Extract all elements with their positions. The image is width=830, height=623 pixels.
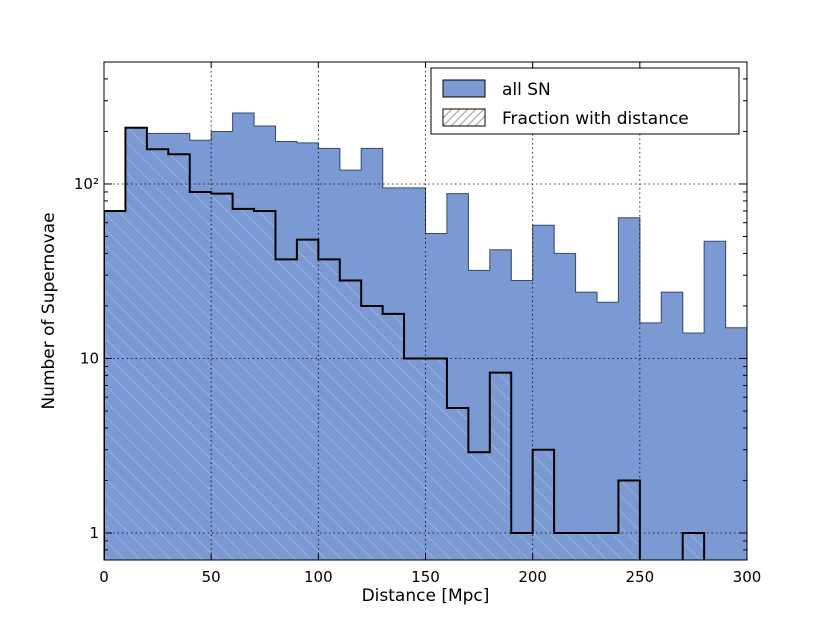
bar-fraction-with-distance (275, 259, 298, 560)
bar-fraction-with-distance (339, 280, 362, 560)
x-tick-label: 100 (304, 568, 333, 586)
bar-fraction-with-distance (232, 208, 255, 560)
all-sn-outline (104, 112, 747, 560)
y-tick-label: 10² (74, 175, 99, 193)
bar-all-sn (661, 292, 684, 560)
bar-fraction-with-distance (618, 480, 641, 560)
bar-fraction-with-distance (254, 211, 277, 560)
bar-fraction-with-distance (296, 239, 319, 560)
bar-fraction-with-distance (554, 532, 577, 560)
y-axis-label: Number of Supernovae (39, 212, 59, 409)
x-tick-label: 200 (518, 568, 547, 586)
legend-swatch-fraction-border (442, 108, 486, 127)
bar-fraction-with-distance (682, 532, 705, 560)
bar-fraction-with-distance (211, 193, 234, 560)
bar-fraction-with-distance (511, 532, 534, 560)
fraction-step-outline (104, 126, 706, 560)
x-tick-label: 0 (99, 568, 109, 586)
bar-all-sn (554, 253, 577, 560)
bar-fraction-with-distance (125, 127, 148, 560)
x-tick-label: 250 (626, 568, 655, 586)
bar-fraction-with-distance (189, 191, 212, 560)
bar-all-sn (511, 280, 534, 560)
bar-fraction-with-distance (361, 305, 384, 560)
legend-swatch-all-sn (442, 79, 486, 98)
legend: all SN Fraction with distance (430, 67, 740, 135)
bar-all-sn (704, 241, 727, 560)
x-axis-label: Distance [Mpc] (362, 586, 490, 606)
fraction-outline (104, 126, 706, 560)
bar-all-sn (618, 217, 641, 560)
bar-all-sn (639, 322, 662, 560)
plot-frame (103, 61, 748, 561)
bar-fraction-with-distance (104, 211, 127, 560)
bar-fraction-with-distance (318, 259, 341, 560)
y-tick-label: 1 (89, 524, 99, 542)
bar-fraction-with-distance (446, 408, 469, 560)
legend-swatch-fraction-fill (443, 109, 485, 126)
bar-fraction-with-distance (575, 532, 598, 560)
tick-labels: 0 50 100 150 200 250 300 1 10 10² (74, 175, 761, 586)
bar-fraction-with-distance (404, 358, 427, 560)
bar-fraction-with-distance (168, 154, 191, 560)
bar-fraction-with-distance (146, 149, 169, 560)
bar-all-sn (575, 292, 598, 560)
bar-all-sn (725, 327, 747, 560)
bar-fraction-with-distance (425, 358, 448, 560)
x-tick-label: 150 (411, 568, 440, 586)
bar-fraction-with-distance (382, 313, 405, 560)
bar-fraction-with-distance (532, 449, 555, 560)
bar-fraction-with-distance (596, 532, 619, 560)
x-tick-label: 50 (202, 568, 221, 586)
bar-all-sn (596, 302, 619, 560)
legend-label-all-sn: all SN (502, 80, 551, 100)
legend-label-fraction: Fraction with distance (502, 109, 689, 129)
bar-all-sn (682, 332, 705, 560)
x-tick-label: 300 (733, 568, 762, 586)
bar-fraction-with-distance (489, 372, 512, 560)
y-tick-label: 10 (80, 349, 99, 367)
bar-fraction-with-distance (468, 452, 491, 560)
